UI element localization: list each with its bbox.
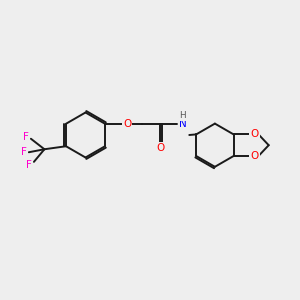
- Text: O: O: [123, 119, 131, 129]
- Text: F: F: [21, 147, 27, 157]
- Text: O: O: [250, 129, 259, 140]
- Text: F: F: [23, 132, 29, 142]
- Text: F: F: [26, 160, 32, 170]
- Text: O: O: [250, 151, 259, 161]
- Text: H: H: [179, 111, 186, 120]
- Text: N: N: [179, 119, 187, 129]
- Text: O: O: [157, 143, 165, 153]
